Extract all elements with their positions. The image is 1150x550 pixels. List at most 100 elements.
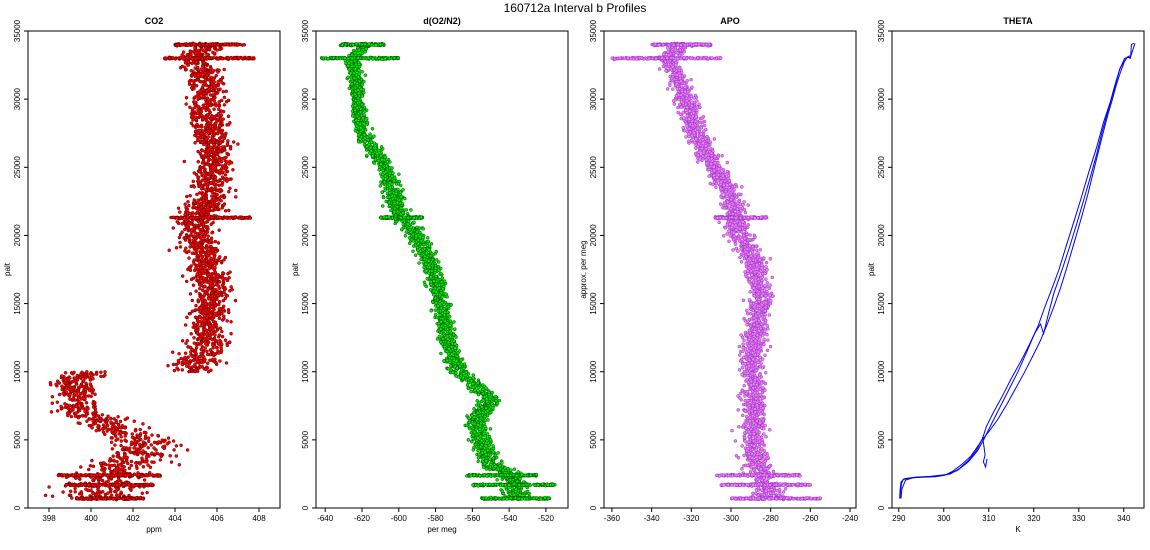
data-point: [209, 187, 213, 192]
data-point: [203, 299, 207, 303]
x-tick-label: 408: [252, 514, 266, 523]
x-axis-label: per meg: [427, 525, 456, 534]
data-point: [89, 488, 93, 492]
data-point: [84, 381, 88, 386]
data-point: [209, 66, 213, 71]
data-point: [212, 351, 216, 356]
data-point: [196, 111, 200, 115]
data-point: [203, 327, 207, 331]
data-point: [96, 423, 101, 428]
data-point: [143, 460, 147, 464]
data-point: [187, 365, 192, 370]
data-point: [213, 186, 218, 191]
data-point: [204, 198, 209, 203]
data-point: [174, 246, 179, 250]
data-point: [135, 482, 140, 487]
data-point: [125, 496, 130, 500]
data-point: [219, 342, 224, 347]
data-point: [188, 50, 193, 54]
data-point: [231, 168, 235, 172]
data-point: [111, 458, 116, 463]
data-point: [204, 342, 208, 346]
data-point: [204, 101, 208, 106]
data-point: [181, 50, 186, 54]
data-point: [205, 119, 209, 124]
data-point: [142, 478, 147, 482]
data-point: [203, 179, 208, 183]
data-point: [212, 183, 217, 187]
data-point: [105, 423, 110, 428]
data-point: [200, 148, 204, 153]
data-point: [88, 497, 93, 501]
data-point: [187, 256, 191, 260]
data-point: [208, 168, 213, 172]
data-point: [186, 200, 190, 204]
data-point: [185, 52, 190, 57]
data-point: [210, 247, 215, 252]
data-point: [195, 341, 200, 346]
data-point: [196, 175, 201, 180]
data-point: [197, 43, 202, 47]
data-point: [215, 162, 219, 166]
data-point: [189, 230, 194, 234]
data-point: [194, 308, 198, 312]
data-point: [123, 468, 127, 473]
data-point: [205, 288, 210, 293]
data-point: [195, 331, 200, 335]
data-point: [200, 288, 205, 293]
data-point: [218, 326, 223, 331]
data-point: [97, 496, 101, 501]
data-point: [85, 370, 89, 374]
data-point: [115, 466, 119, 470]
data-point: [192, 200, 196, 204]
data-point: [209, 236, 214, 240]
data-point: [65, 473, 70, 478]
data-point: [188, 105, 192, 110]
data-point: [105, 418, 110, 422]
data-point: [214, 361, 218, 365]
data-point: [89, 394, 93, 399]
data-point: [196, 198, 200, 203]
data-point: [201, 95, 206, 99]
data-point: [220, 80, 224, 85]
data-point: [201, 155, 206, 160]
data-point: [75, 496, 80, 500]
data-point: [210, 304, 214, 309]
data-point: [97, 492, 101, 496]
data-point: [218, 359, 222, 363]
data-point: [133, 443, 138, 447]
data-point: [239, 216, 244, 221]
data-point: [176, 367, 180, 372]
data-point: [227, 208, 231, 213]
data-point: [227, 275, 231, 280]
data-point: [205, 230, 210, 234]
data-point: [434, 249, 439, 254]
data-point: [189, 277, 194, 282]
data-point: [162, 446, 167, 451]
data-point: [217, 100, 222, 104]
data-point: [123, 438, 127, 442]
data-point: [111, 483, 115, 487]
data-point: [132, 446, 136, 450]
data-point: [90, 483, 95, 487]
data-point: [218, 215, 222, 220]
data-point: [215, 203, 219, 207]
data-point: [166, 363, 170, 368]
data-point: [217, 189, 222, 193]
data-point: [186, 345, 190, 349]
data-point: [65, 404, 69, 408]
data-point: [74, 393, 79, 397]
data-point: [198, 315, 202, 320]
data-point: [119, 426, 123, 430]
data-point: [234, 195, 238, 199]
x-axis-label: ppm: [146, 525, 162, 534]
data-point: [86, 483, 91, 487]
data-point: [193, 133, 197, 138]
data-point: [65, 378, 70, 383]
data-point: [196, 149, 200, 154]
data-point: [200, 354, 205, 359]
data-point: [204, 78, 208, 83]
data-point: [112, 463, 117, 468]
data-point: [221, 304, 226, 309]
